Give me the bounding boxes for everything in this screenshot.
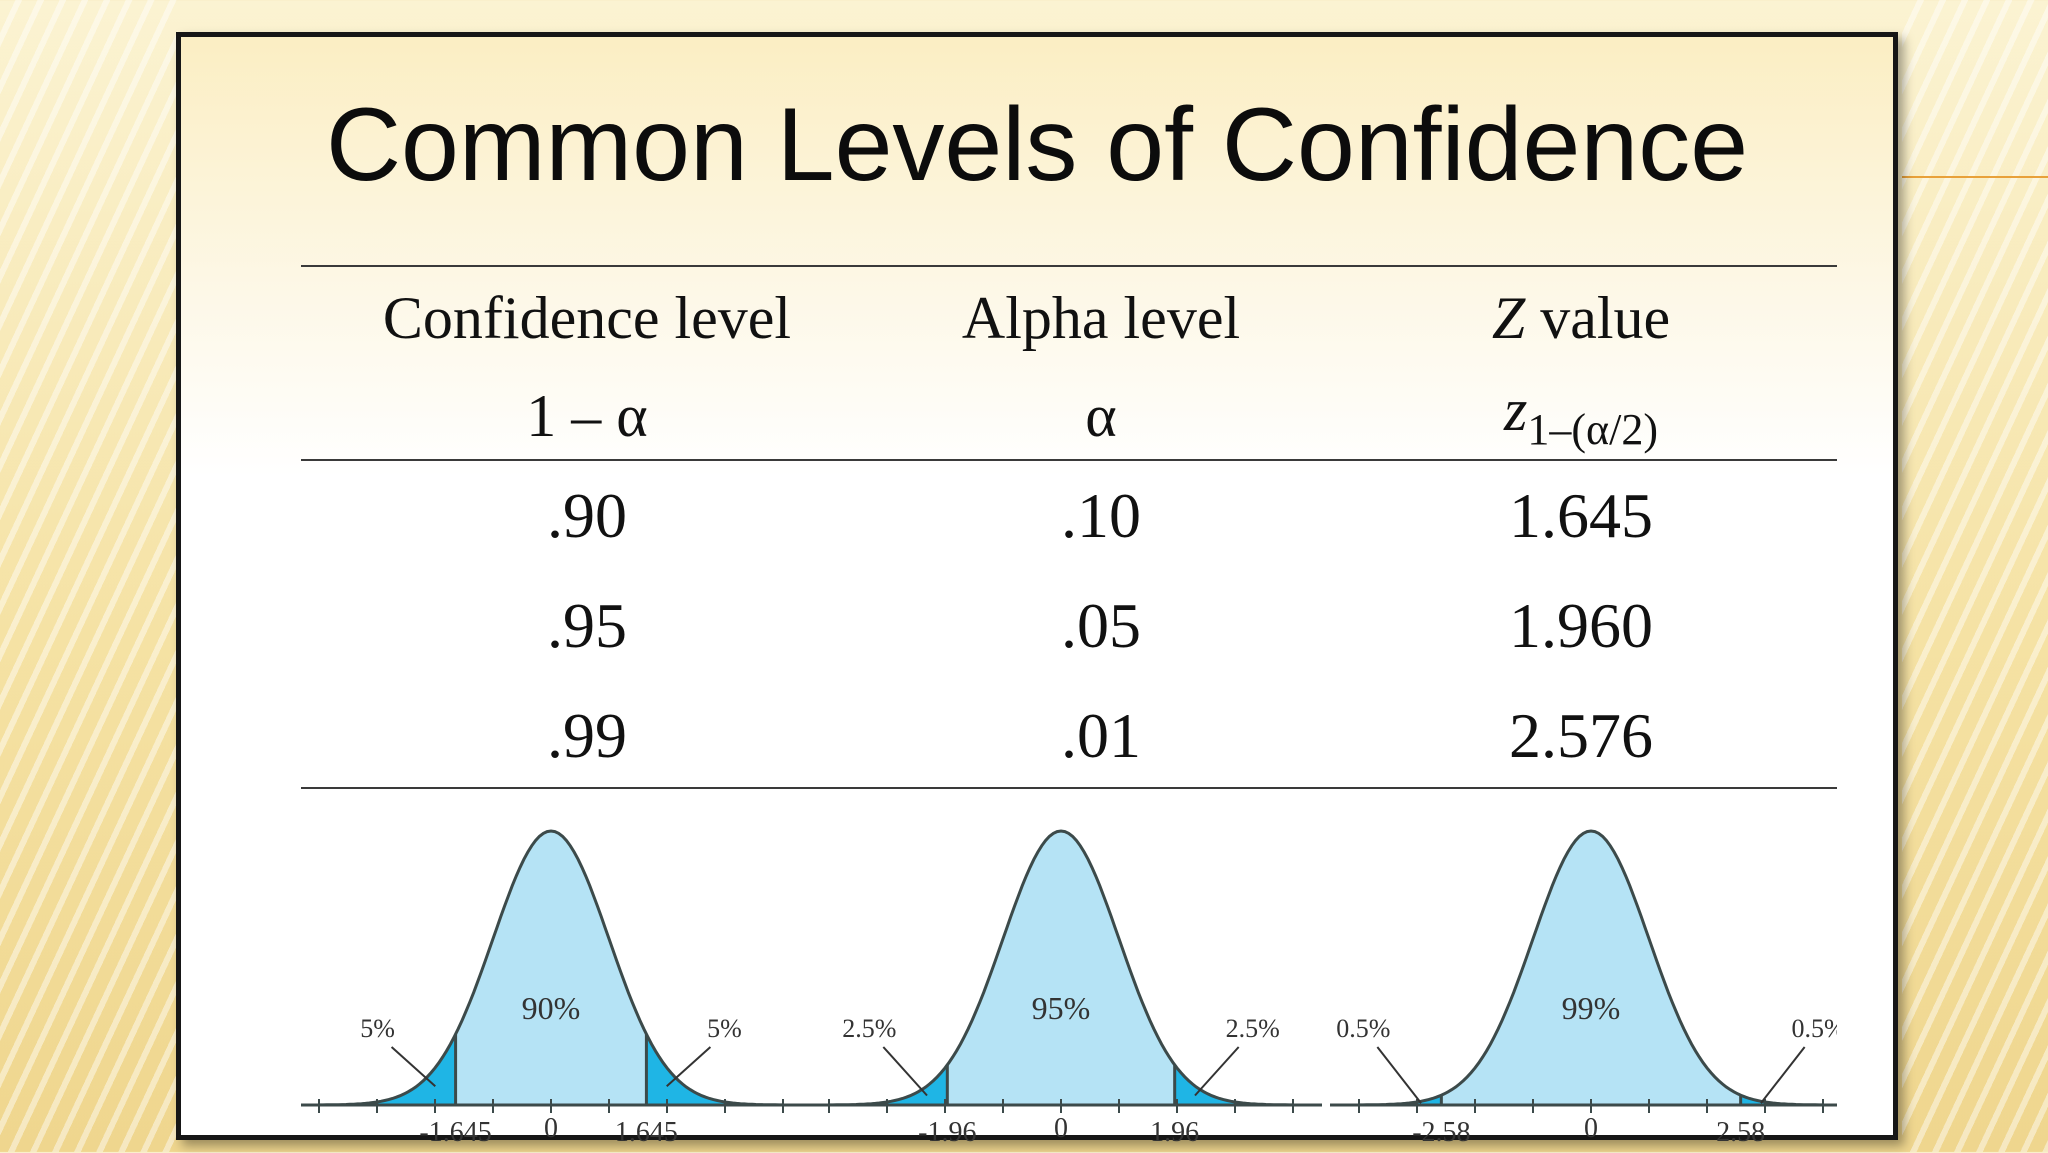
symbol-alpha: α xyxy=(1085,383,1117,449)
curve-2-tail-pointer-right xyxy=(1194,1046,1240,1097)
curve-1-left-tail xyxy=(319,1034,456,1105)
curve-2-tick-label-right: 1.96 xyxy=(1150,1117,1199,1148)
curve-3-outline xyxy=(1359,829,1823,1107)
row-99-alpha: .01 xyxy=(1061,700,1141,771)
row-90-alpha: .10 xyxy=(1061,480,1141,551)
curve-1-center-label: 90% xyxy=(522,990,581,1026)
curve-2-tail-label-right: 2.5% xyxy=(1226,1014,1280,1043)
normal-curves: -1.645 0 1.645 90% 5% 5% -1.96 0 1.96 95% 2.5% 2.5%… xyxy=(301,807,1837,1153)
curve-3-tick-label-left: -2.58 xyxy=(1412,1117,1470,1148)
symbol-z-subscript: 1–(α/2) xyxy=(1527,405,1658,454)
row-95-z: 1.960 xyxy=(1509,590,1653,661)
curve-1-tail-label-right: 5% xyxy=(707,1014,742,1043)
background-stripes-right xyxy=(1902,0,2048,1152)
symbol-z-critical: z1–(α/2) xyxy=(1504,375,1658,465)
table-bottom-rule xyxy=(301,787,1837,789)
curve-2-tick-label-zero: 0 xyxy=(1054,1113,1068,1144)
curve-1-tail-label-left: 5% xyxy=(360,1014,395,1043)
curve-1-tick-label-right: 1.645 xyxy=(615,1117,678,1148)
curve-2-center-label: 95% xyxy=(1032,990,1091,1026)
curve-3-tick-label-zero: 0 xyxy=(1584,1113,1598,1144)
header-z-value: Z value xyxy=(1492,283,1670,353)
curve-1-right-tail xyxy=(646,1034,783,1105)
header-confidence-level: Confidence level xyxy=(382,285,792,351)
row-99-confidence: .99 xyxy=(547,700,627,771)
curve-1-tick-label-zero: 0 xyxy=(544,1113,558,1144)
curve-3-tick-label-right: 2.58 xyxy=(1716,1117,1765,1148)
header-z-rest: value xyxy=(1525,285,1671,351)
curve-2-outline xyxy=(829,829,1293,1107)
curve-2-left-tail xyxy=(829,1064,948,1105)
curve-1-tail-pointer-left xyxy=(390,1046,436,1088)
normal-curves-svg: -1.645 0 1.645 90% 5% 5% -1.96 0 1.96 95% 2.5% 2.5%… xyxy=(301,829,1837,1148)
curve-1-outline xyxy=(319,829,783,1107)
row-90-z: 1.645 xyxy=(1509,480,1653,551)
header-z-letter: Z xyxy=(1491,285,1526,351)
curve-3-center-label: 99% xyxy=(1562,990,1621,1026)
row-99-z: 2.576 xyxy=(1509,700,1653,771)
curve-3-center-area xyxy=(1441,831,1741,1105)
curve-2-tick-label-left: -1.96 xyxy=(918,1117,976,1148)
curve-3-tail-pointer-left xyxy=(1376,1046,1422,1104)
slide-panel: Common Levels of Confidence Confidence l… xyxy=(176,32,1898,1148)
confidence-table: Confidence level Alpha level Z value 1 –… xyxy=(301,233,1837,793)
curve-3-tail-label-left: 0.5% xyxy=(1336,1014,1390,1043)
curve-3-tail-pointer-right xyxy=(1760,1046,1806,1104)
table-top-rule xyxy=(301,265,1837,267)
row-95-confidence: .95 xyxy=(547,590,627,661)
curve-1-tail-pointer-right xyxy=(666,1046,712,1088)
curve-2-tail-pointer-left xyxy=(882,1046,928,1097)
symbol-one-minus-alpha: 1 – α xyxy=(526,383,648,449)
curve-3-tail-label-right: 0.5% xyxy=(1792,1014,1837,1043)
background-stripes-left xyxy=(0,0,178,1152)
slide-title: Common Levels of Confidence xyxy=(325,87,1749,203)
curve-1-tick-label-left: -1.645 xyxy=(419,1117,491,1148)
row-95-alpha: .05 xyxy=(1061,590,1141,661)
curve-2-center-area xyxy=(947,831,1175,1105)
curve-2-tail-label-left: 2.5% xyxy=(842,1014,896,1043)
curve-1-center-area xyxy=(455,831,647,1105)
table-header-rule xyxy=(301,459,1837,461)
decorative-line xyxy=(1902,176,2048,178)
symbol-z-main: z xyxy=(1504,377,1528,443)
curve-2-right-tail xyxy=(1174,1064,1293,1105)
header-alpha-level: Alpha level xyxy=(961,285,1241,351)
row-90-confidence: .90 xyxy=(547,480,627,551)
